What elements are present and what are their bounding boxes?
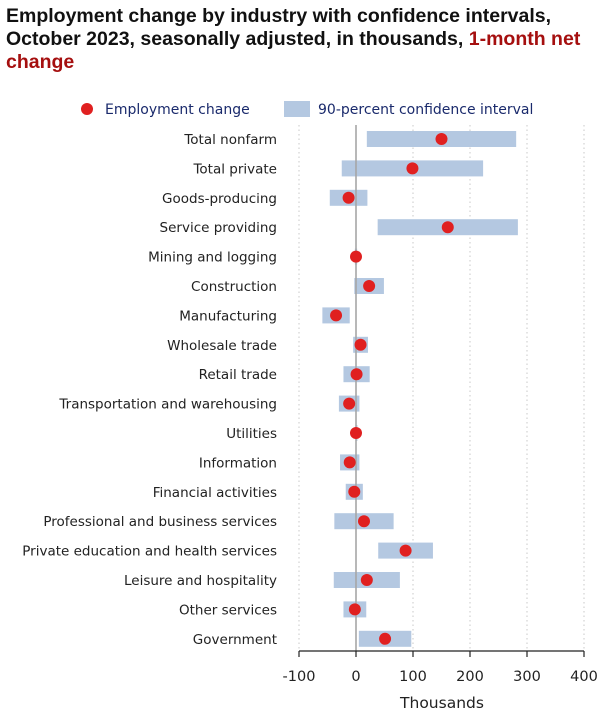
category-labels: Total nonfarm Total private Goods-producin… <box>22 132 277 648</box>
employment-change-point <box>348 485 361 498</box>
category-label: Construction <box>191 279 277 295</box>
chart-title-accent: 1-month net change <box>6 28 581 73</box>
employment-change-points <box>330 133 454 645</box>
employment-change-point <box>357 515 370 528</box>
category-label: Service providing <box>160 220 277 236</box>
x-tick-label: 300 <box>513 669 541 685</box>
employment-change-point <box>350 427 362 439</box>
category-label: Information <box>199 455 277 471</box>
x-axis-title: Thousands <box>399 694 484 712</box>
legend: Employment change 90-percent confidence … <box>81 101 533 118</box>
confidence-intervals <box>322 131 518 647</box>
employment-change-point <box>343 397 356 410</box>
category-label: Total private <box>192 161 277 177</box>
category-label: Professional and business services <box>43 514 277 530</box>
employment-change-point <box>342 191 355 204</box>
x-tick-label: 100 <box>399 669 427 685</box>
x-tick-label: 0 <box>351 669 360 685</box>
employment-change-point <box>406 162 419 175</box>
category-label: Private education and health services <box>22 544 277 560</box>
category-label: Utilities <box>226 426 277 442</box>
category-label: Retail trade <box>199 367 277 383</box>
category-label: Mining and logging <box>148 250 277 266</box>
category-label: Government <box>193 632 277 648</box>
x-tick-label: -100 <box>283 669 316 685</box>
employment-change-point <box>354 338 367 351</box>
category-label: Total nonfarm <box>183 132 277 148</box>
category-label: Manufacturing <box>179 308 277 324</box>
chart-title-main: Employment change by industry with confi… <box>6 5 552 50</box>
x-axis: -100 0 100 200 300 400 <box>283 650 598 685</box>
employment-change-point <box>363 280 376 292</box>
legend-point-marker <box>81 103 93 115</box>
x-tick-label: 400 <box>570 669 598 685</box>
legend-point-label: Employment change <box>105 102 250 118</box>
employment-change-point <box>343 456 356 469</box>
employment-change-point <box>435 133 448 145</box>
employment-change-point <box>360 574 373 586</box>
category-label: Wholesale trade <box>167 338 277 354</box>
legend-interval-swatch <box>284 101 310 117</box>
employment-change-point <box>379 632 392 645</box>
category-label: Goods-producing <box>162 191 277 207</box>
employment-change-point <box>399 544 412 557</box>
chart-title: Employment change by industry with confi… <box>6 5 591 74</box>
category-label: Other services <box>179 602 277 618</box>
category-label: Financial activities <box>153 485 277 501</box>
x-tick-label: 200 <box>456 669 484 685</box>
employment-change-point <box>350 368 363 381</box>
employment-change-point <box>348 603 361 616</box>
employment-change-point <box>350 250 362 263</box>
category-label: Leisure and hospitality <box>124 573 277 589</box>
legend-interval-label: 90-percent confidence interval <box>318 102 533 118</box>
category-label: Transportation and warehousing <box>58 397 277 413</box>
employment-change-point <box>330 309 343 322</box>
employment-change-point <box>441 221 454 234</box>
